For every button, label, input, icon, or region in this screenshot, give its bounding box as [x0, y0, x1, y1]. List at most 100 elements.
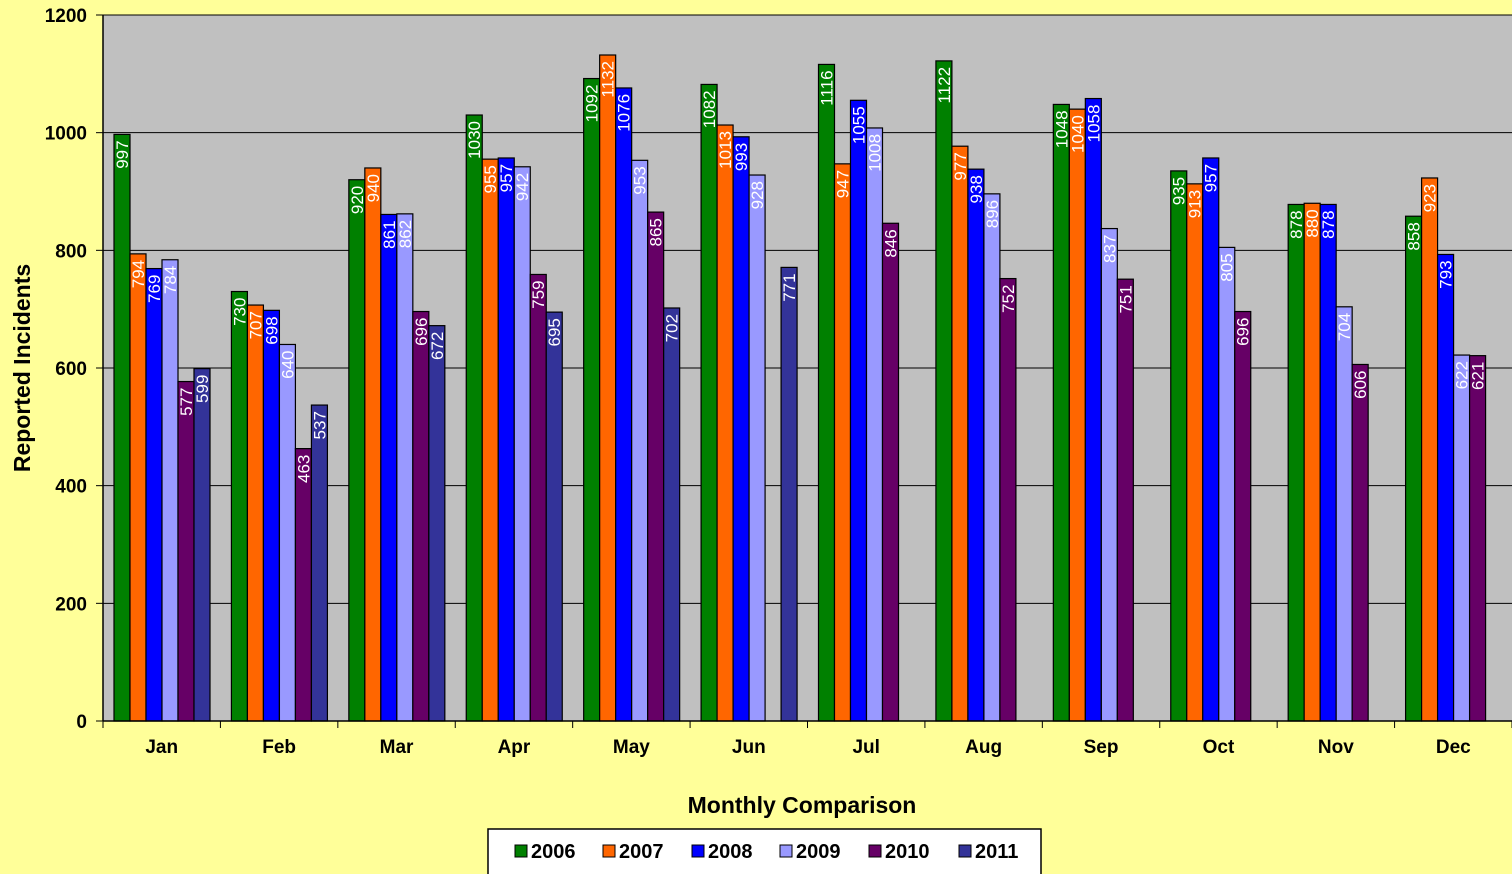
- data-label: 858: [1405, 222, 1424, 250]
- x-tick-label: Mar: [380, 737, 414, 758]
- bar: [631, 159, 649, 722]
- data-label: 993: [732, 143, 751, 171]
- data-label: 752: [999, 285, 1018, 313]
- legend-label: 2011: [975, 841, 1018, 863]
- bar: [310, 404, 329, 722]
- x-axis-title: Monthly Comparison: [688, 792, 917, 818]
- legend-label: 2010: [885, 841, 930, 863]
- legend-swatch: [602, 844, 616, 858]
- data-label: 878: [1319, 210, 1338, 238]
- data-label: 938: [967, 175, 986, 203]
- x-tick-label: May: [613, 737, 650, 758]
- data-label: 537: [310, 411, 329, 439]
- data-label: 696: [412, 318, 431, 346]
- data-label: 784: [161, 266, 180, 294]
- bar: [732, 136, 750, 722]
- data-label: 771: [780, 273, 799, 301]
- data-label: 1040: [1068, 115, 1087, 153]
- bar: [428, 325, 446, 722]
- data-label: 621: [1469, 362, 1488, 390]
- bar: [849, 99, 868, 722]
- data-label: 837: [1100, 235, 1119, 263]
- bar: [1436, 253, 1455, 722]
- data-label: 577: [177, 388, 196, 416]
- x-tick-label: Jul: [852, 737, 879, 758]
- data-label: 920: [348, 186, 367, 214]
- bar: [647, 211, 665, 722]
- legend-label: 2008: [708, 841, 753, 863]
- data-label: 862: [396, 220, 415, 248]
- bar: [1202, 157, 1220, 722]
- bar: [161, 259, 179, 722]
- data-label: 865: [647, 218, 666, 246]
- bar: [1170, 170, 1188, 722]
- data-label: 695: [545, 318, 564, 346]
- bar: [1116, 278, 1134, 722]
- bar: [1068, 108, 1086, 722]
- legend-swatch: [691, 844, 705, 858]
- data-label: 1116: [818, 70, 837, 105]
- gridlines: [103, 14, 1512, 604]
- data-label: 977: [951, 152, 970, 180]
- bar: [1084, 97, 1102, 722]
- data-label: 696: [1234, 318, 1253, 346]
- data-label: 953: [631, 166, 650, 194]
- y-tick-label: 800: [55, 241, 87, 262]
- data-label: 878: [1287, 210, 1306, 238]
- bar: [1100, 227, 1118, 722]
- data-label: 1048: [1052, 110, 1071, 148]
- bar: [780, 266, 798, 722]
- data-label: 880: [1303, 209, 1322, 237]
- bar: [129, 253, 147, 722]
- data-label: 940: [364, 174, 383, 202]
- data-label: 805: [1218, 253, 1237, 281]
- data-label: 1008: [866, 134, 885, 172]
- bar: [583, 77, 601, 722]
- data-label: 707: [246, 311, 265, 339]
- x-tick-label: Apr: [498, 737, 531, 758]
- bar: [278, 343, 297, 722]
- data-label: 1122: [935, 67, 954, 104]
- y-tick-label: 1200: [45, 6, 87, 27]
- bar: [865, 127, 884, 722]
- bar: [412, 310, 430, 722]
- data-label: 793: [1437, 260, 1456, 288]
- y-tick-label: 1000: [45, 124, 87, 145]
- y-axis-title: Reported Incidents: [9, 264, 35, 472]
- data-label: 896: [983, 200, 1002, 228]
- legend-box: [487, 828, 1042, 874]
- bar: [513, 166, 531, 722]
- data-label: 957: [497, 164, 516, 192]
- bar: [748, 174, 766, 722]
- bar: [348, 179, 366, 722]
- data-label: 1055: [850, 106, 869, 144]
- legend-swatch: [779, 844, 793, 858]
- legend-swatch: [958, 844, 972, 858]
- y-tick-label: 600: [55, 359, 87, 380]
- bar: [481, 158, 499, 722]
- y-tick-label: 400: [55, 477, 87, 498]
- bar: [951, 145, 969, 722]
- data-label: 463: [294, 455, 313, 483]
- bar: [145, 267, 163, 722]
- x-tick-label: Dec: [1436, 737, 1471, 758]
- data-label: 1082: [700, 90, 719, 128]
- bar: [465, 114, 483, 722]
- data-label: 1013: [716, 131, 735, 169]
- data-label: 1092: [583, 85, 602, 123]
- bar: [1468, 355, 1487, 722]
- data-label: 1030: [465, 121, 484, 159]
- bar: [529, 273, 547, 722]
- x-tick-label: Jun: [732, 737, 766, 758]
- bar: [1351, 363, 1369, 722]
- x-tick-label: Feb: [262, 737, 296, 758]
- legend-label: 2006: [531, 841, 576, 863]
- data-label: 1076: [615, 94, 634, 132]
- bar: [545, 311, 563, 722]
- data-label: 955: [481, 165, 500, 193]
- bar: [1052, 103, 1070, 722]
- bar: [1218, 246, 1236, 722]
- data-label: 751: [1116, 285, 1135, 313]
- x-tick-label: Oct: [1203, 737, 1235, 758]
